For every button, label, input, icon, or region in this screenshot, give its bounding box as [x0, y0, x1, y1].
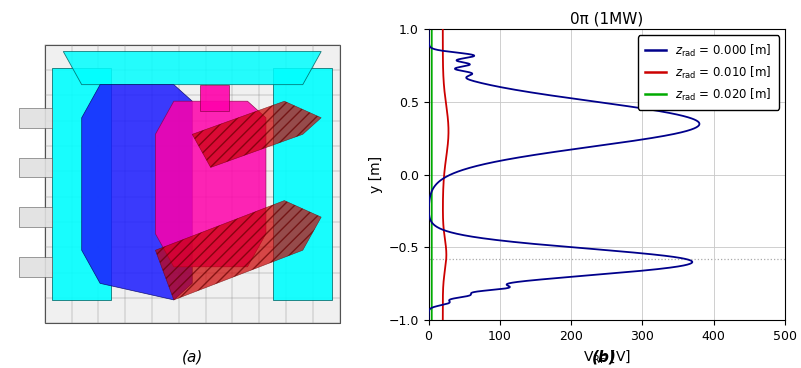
Polygon shape — [155, 201, 321, 300]
Y-axis label: y [m]: y [m] — [368, 156, 383, 193]
Polygon shape — [273, 68, 332, 300]
Polygon shape — [19, 257, 52, 277]
Polygon shape — [199, 85, 229, 111]
Polygon shape — [19, 158, 52, 177]
Legend: $z_{\mathrm{rad}}$ = 0.000 [m], $z_{\mathrm{rad}}$ = 0.010 [m], $z_{\mathrm{rad}: $z_{\mathrm{rad}}$ = 0.000 [m], $z_{\mat… — [638, 35, 779, 110]
Polygon shape — [192, 101, 321, 167]
Text: (a): (a) — [182, 350, 203, 365]
Polygon shape — [19, 108, 52, 128]
Polygon shape — [19, 207, 52, 227]
Polygon shape — [155, 101, 266, 267]
Polygon shape — [82, 85, 192, 300]
X-axis label: $\mathrm{V_{RF}}$ [V]: $\mathrm{V_{RF}}$ [V] — [583, 348, 630, 365]
FancyBboxPatch shape — [45, 45, 340, 323]
Title: 0π (1MW): 0π (1MW) — [570, 12, 643, 27]
Polygon shape — [52, 68, 111, 300]
Text: (b): (b) — [592, 349, 618, 364]
Polygon shape — [63, 52, 321, 85]
